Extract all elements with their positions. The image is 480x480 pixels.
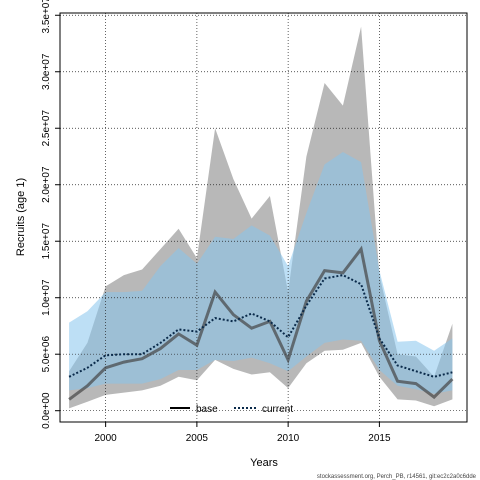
y-tick-label-4: 2.0e+07 — [41, 166, 52, 203]
y-tick-label-7: 3.5e+07 — [41, 0, 52, 34]
line-layer — [68, 245, 454, 401]
x-tick-label-3: 2015 — [368, 433, 391, 444]
series-line-current — [68, 274, 453, 378]
x-axis: 2000 2005 2010 2015 — [95, 422, 391, 444]
y-axis: 0.0e+00 5.0e+06 1.0e+07 1.5e+07 2.0e+07 2.5e+… — [41, 0, 60, 429]
y-axis-title: Recruits (age 1) — [15, 178, 27, 256]
x-tick-label-2: 2010 — [277, 433, 300, 444]
legend-label-current: current — [262, 404, 293, 415]
confidence-band-current — [69, 152, 453, 394]
legend-label-base: base — [196, 404, 218, 415]
grid-layer — [60, 13, 467, 422]
plot-frame — [59, 12, 468, 423]
footnote: stockassessment.org, Perch_PB, r14561, g… — [317, 474, 477, 480]
x-axis-title: Years — [250, 457, 278, 469]
y-tick-label-1: 5.0e+06 — [41, 336, 52, 373]
x-tick-label-0: 2000 — [95, 433, 118, 444]
y-tick-label-5: 2.5e+07 — [41, 110, 52, 147]
series-line-base — [68, 245, 454, 401]
x-tick-label-1: 2005 — [186, 433, 209, 444]
y-tick-label-2: 1.0e+07 — [41, 279, 52, 316]
band-layer — [69, 26, 453, 409]
y-tick-label-0: 0.0e+00 — [41, 392, 52, 429]
y-tick-label-3: 1.5e+07 — [41, 223, 52, 260]
y-tick-label-6: 3.0e+07 — [41, 53, 52, 90]
legend: base current — [170, 404, 293, 415]
